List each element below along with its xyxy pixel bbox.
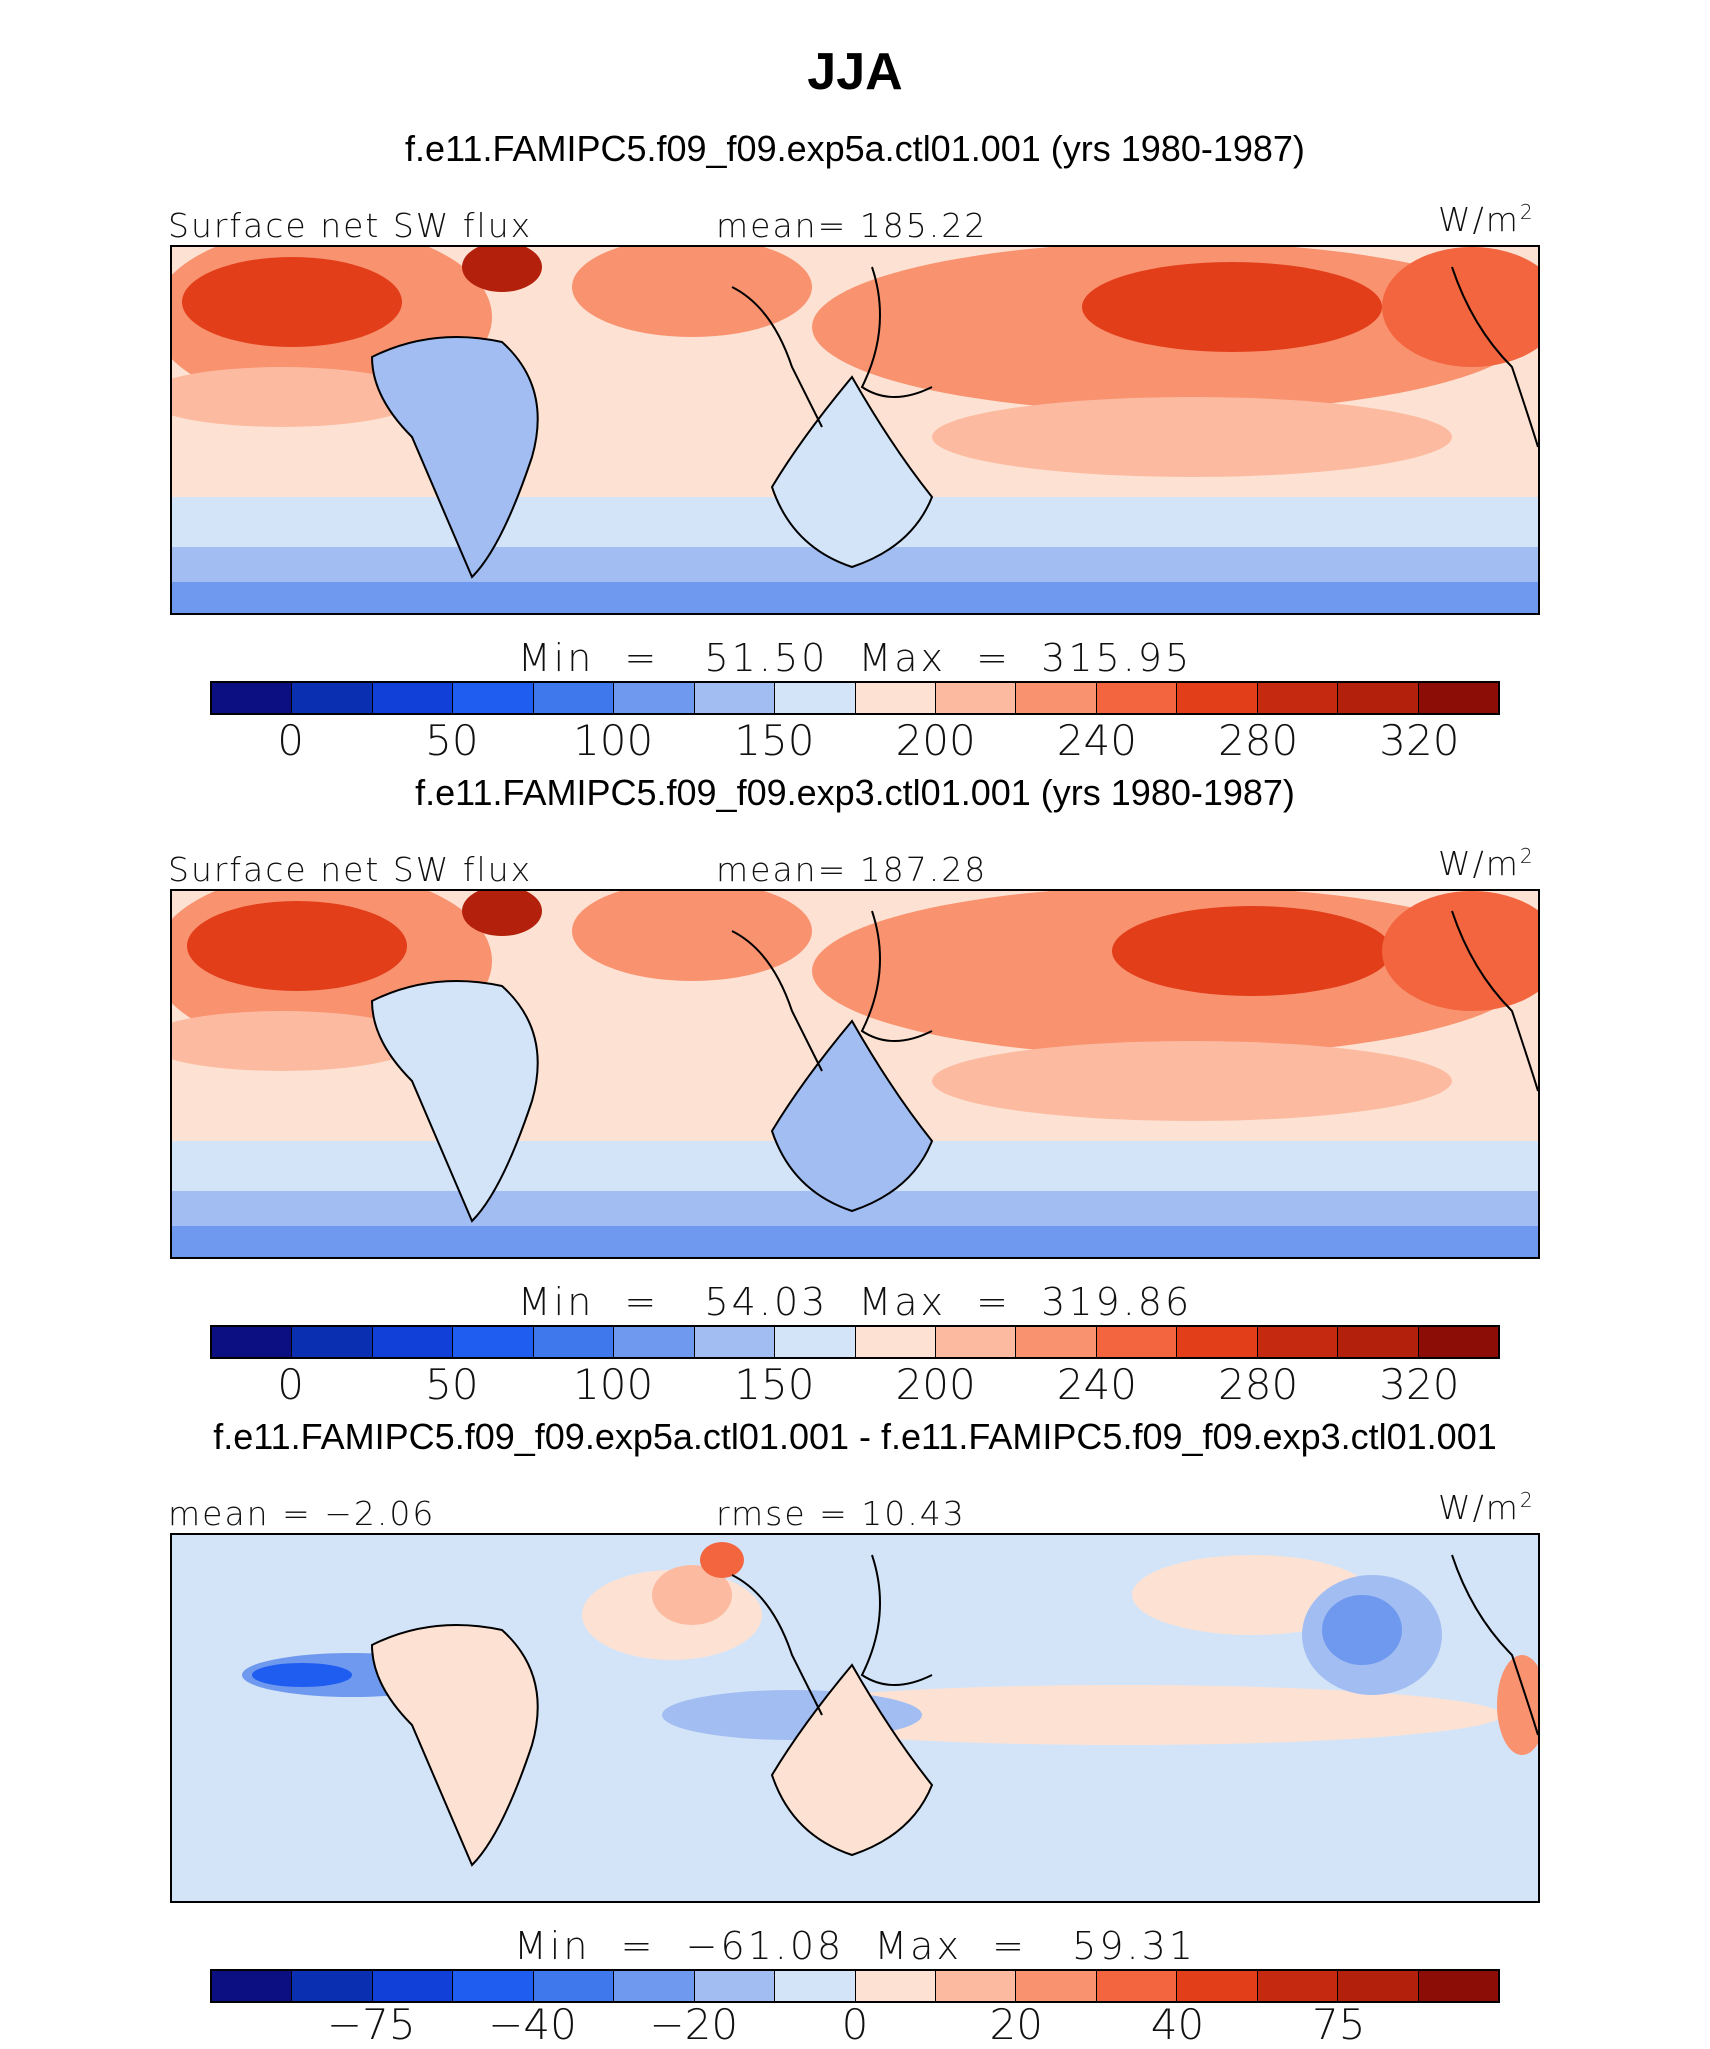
colorbar-swatch: [533, 683, 615, 713]
colorbar-tick: 200: [895, 716, 976, 765]
panel2-units: W/m2: [1438, 844, 1535, 883]
colorbar-swatch: [292, 1327, 373, 1357]
colorbar-tick: 200: [895, 1360, 976, 1409]
panel3-units: W/m2: [1438, 1488, 1535, 1527]
colorbar-swatch: [614, 1327, 695, 1357]
colorbar-tick: −20: [649, 2000, 739, 2049]
colorbar-swatch: [292, 683, 373, 713]
colorbar-swatch: [694, 1971, 776, 2001]
colorbar-swatch: [212, 683, 293, 713]
colorbar-swatch: [292, 1971, 373, 2001]
panel1-title: f.e11.FAMIPC5.f09_f09.exp5a.ctl01.001 (y…: [405, 128, 1305, 169]
colorbar-swatch: [694, 1327, 776, 1357]
colorbar-swatch: [372, 1327, 454, 1357]
colorbar-swatch: [855, 1971, 936, 2001]
panel2-title: f.e11.FAMIPC5.f09_f09.exp3.ctl01.001 (yr…: [415, 772, 1295, 813]
colorbar-swatch: [1338, 683, 1419, 713]
colorbar-swatch: [1096, 683, 1178, 713]
colorbar-tick: 50: [425, 716, 479, 765]
colorbar-swatch: [533, 1971, 615, 2001]
panel3-map: [170, 1533, 1540, 1903]
panel2-minmax: Min = 54.03 Max = 319.86: [517, 1280, 1193, 1324]
colorbar-swatch: [372, 1971, 454, 2001]
colorbar-swatch: [453, 683, 534, 713]
colorbar-swatch: [694, 683, 776, 713]
colorbar-swatch: [935, 683, 1017, 713]
colorbar-swatch: [775, 683, 856, 713]
colorbar-swatch: [775, 1327, 856, 1357]
colorbar-swatch: [1016, 1327, 1097, 1357]
colorbar-tick: 240: [1056, 716, 1137, 765]
colorbar-swatch: [453, 1971, 534, 2001]
panel1-variable-label: Surface net SW flux: [168, 206, 533, 245]
colorbar-tick: 0: [841, 2000, 869, 2049]
colorbar-swatch: [1096, 1327, 1178, 1357]
colorbar-swatch: [212, 1327, 293, 1357]
panel2-map: [170, 889, 1540, 1259]
colorbar-tick: 40: [1150, 2000, 1205, 2049]
panel1-map-svg: [172, 247, 1538, 613]
colorbar-swatch: [1257, 1327, 1339, 1357]
colorbar-tick: 100: [573, 716, 654, 765]
colorbar-tick: −75: [326, 2000, 416, 2049]
colorbar-tick: 50: [425, 1360, 479, 1409]
colorbar-swatch: [855, 683, 936, 713]
panel3-map-svg: [172, 1535, 1538, 1901]
colorbar-tick: 75: [1312, 2000, 1366, 2049]
colorbar-tick: 20: [989, 2000, 1043, 2049]
panel2-colorbar-ticks: 0 50 100 150 200 240 280 320: [210, 1360, 1500, 1409]
panel1-map: [170, 245, 1540, 615]
panel3-minmax: Min = −61.08 Max = 59.31: [514, 1924, 1196, 1968]
colorbar-swatch: [1418, 1327, 1498, 1357]
colorbar-swatch: [1177, 683, 1258, 713]
panel2-map-svg: [172, 891, 1538, 1257]
colorbar-swatch: [372, 683, 454, 713]
colorbar-tick: −40: [488, 2000, 577, 2049]
colorbar-swatch: [1418, 683, 1498, 713]
colorbar-swatch: [1338, 1971, 1419, 2001]
colorbar-swatch: [1257, 683, 1339, 713]
figure-title: JJA: [807, 43, 903, 101]
colorbar-swatch: [1338, 1327, 1419, 1357]
colorbar-swatch: [212, 1971, 293, 2001]
colorbar-tick: 280: [1218, 1360, 1299, 1409]
panel1-mean-label: mean= 185.22: [716, 206, 988, 245]
panel1-minmax: Min = 51.50 Max = 315.95: [517, 636, 1193, 680]
colorbar-tick: 240: [1056, 1360, 1137, 1409]
colorbar-swatch: [935, 1327, 1017, 1357]
colorbar-swatch: [1177, 1327, 1258, 1357]
panel2-variable-label: Surface net SW flux: [168, 850, 533, 889]
colorbar-swatch: [614, 1971, 695, 2001]
colorbar-swatch: [1016, 683, 1097, 713]
colorbar-swatch: [1177, 1971, 1258, 2001]
panel3-mean-label: mean = −2.06: [168, 1494, 436, 1533]
colorbar-swatch: [453, 1327, 534, 1357]
panel1-colorbar-ticks: 0 50 100 150 200 240 280 320: [210, 716, 1500, 765]
colorbar-swatch: [855, 1327, 936, 1357]
panel1-units: W/m2: [1438, 200, 1535, 239]
colorbar-swatch: [1257, 1971, 1339, 2001]
colorbar-swatch: [614, 683, 695, 713]
colorbar-swatch: [935, 1971, 1017, 2001]
colorbar-swatch: [1096, 1971, 1178, 2001]
panel3-colorbar-ticks: −75 −40 −20 0 20 40 75: [210, 2000, 1500, 2049]
panel3-rmse-label: rmse = 10.43: [716, 1494, 966, 1533]
panel3-colorbar: [210, 1969, 1500, 2003]
colorbar-swatch: [533, 1327, 615, 1357]
colorbar-tick: 320: [1379, 716, 1460, 765]
colorbar-swatch: [775, 1971, 856, 2001]
colorbar-tick: 320: [1379, 1360, 1460, 1409]
panel1-colorbar: [210, 681, 1500, 715]
colorbar-swatch: [1418, 1971, 1498, 2001]
colorbar-swatch: [1016, 1971, 1097, 2001]
colorbar-tick: 0: [277, 716, 304, 765]
colorbar-tick: 100: [573, 1360, 654, 1409]
panel2-mean-label: mean= 187.28: [716, 850, 988, 889]
colorbar-tick: 280: [1218, 716, 1299, 765]
colorbar-tick: 150: [734, 1360, 815, 1409]
colorbar-tick: 150: [734, 716, 815, 765]
panel2-colorbar: [210, 1325, 1500, 1359]
panel3-title: f.e11.FAMIPC5.f09_f09.exp5a.ctl01.001 - …: [213, 1416, 1497, 1457]
colorbar-tick: 0: [277, 1360, 304, 1409]
